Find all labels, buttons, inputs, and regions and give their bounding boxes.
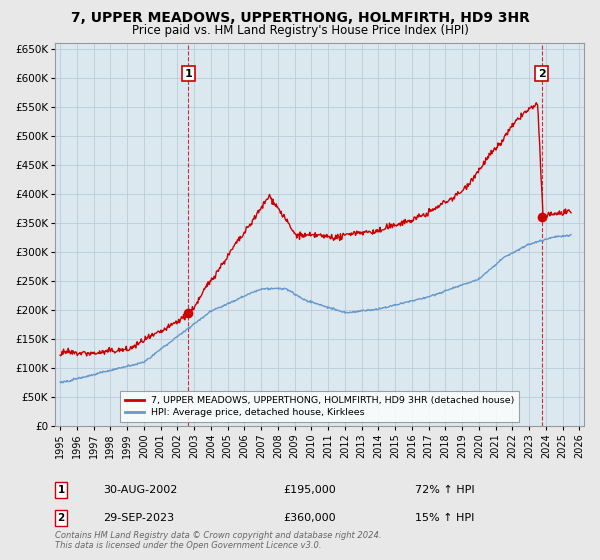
Text: 2: 2 bbox=[58, 513, 65, 523]
Text: 29-SEP-2023: 29-SEP-2023 bbox=[103, 513, 174, 523]
Text: 72% ↑ HPI: 72% ↑ HPI bbox=[415, 485, 475, 495]
Text: Price paid vs. HM Land Registry's House Price Index (HPI): Price paid vs. HM Land Registry's House … bbox=[131, 24, 469, 36]
Text: Contains HM Land Registry data © Crown copyright and database right 2024.
This d: Contains HM Land Registry data © Crown c… bbox=[55, 530, 382, 550]
Text: £195,000: £195,000 bbox=[283, 485, 336, 495]
Text: 1: 1 bbox=[185, 69, 192, 78]
Text: 1: 1 bbox=[58, 485, 65, 495]
Text: £360,000: £360,000 bbox=[283, 513, 335, 523]
Text: 15% ↑ HPI: 15% ↑ HPI bbox=[415, 513, 475, 523]
Legend: 7, UPPER MEADOWS, UPPERTHONG, HOLMFIRTH, HD9 3HR (detached house), HPI: Average : 7, UPPER MEADOWS, UPPERTHONG, HOLMFIRTH,… bbox=[120, 391, 520, 422]
Text: 2: 2 bbox=[538, 69, 545, 78]
Text: 7, UPPER MEADOWS, UPPERTHONG, HOLMFIRTH, HD9 3HR: 7, UPPER MEADOWS, UPPERTHONG, HOLMFIRTH,… bbox=[71, 11, 529, 25]
Text: 30-AUG-2002: 30-AUG-2002 bbox=[103, 485, 178, 495]
